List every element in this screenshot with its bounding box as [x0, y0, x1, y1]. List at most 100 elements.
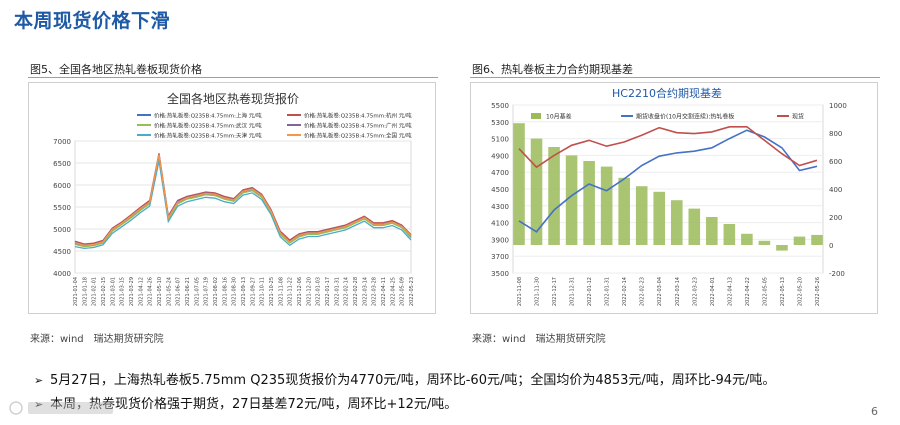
- legend-label: 现货: [792, 113, 804, 121]
- y-left-tick-label: 4500: [491, 186, 509, 194]
- basis-bar: [653, 191, 666, 245]
- bullet-arrow-icon: ➢: [34, 374, 44, 387]
- y-right-tick-label: 400: [829, 186, 842, 194]
- bullet-arrow-icon: ➢: [34, 398, 50, 411]
- x-tick-label: 2021-07-19: [204, 277, 210, 306]
- basis-bar: [565, 155, 578, 245]
- y-left-tick-label: 4100: [491, 220, 509, 228]
- x-tick-label: 2021-01-04: [73, 277, 79, 306]
- watermark-logo-icon: [9, 401, 113, 415]
- bullet-item: ➢ 本周，热卷现货价格强于期货，27日基差72元/吨，周环比+12元/吨。: [34, 393, 864, 417]
- chart-title: HC2210合约期现基差: [612, 86, 722, 100]
- x-tick-label: 2022-05-05: [762, 277, 768, 306]
- basis-bar: [618, 177, 630, 245]
- bullet-item: ➢ 5月27日，上海热轧卷板5.75mm Q235现货报价为4770元/吨，周环…: [34, 369, 864, 393]
- x-tick-label: 2021-07-05: [194, 277, 200, 306]
- x-tick-label: 2022-03-23: [692, 277, 698, 306]
- x-tick-label: 2021-09-13: [241, 277, 247, 306]
- x-tick-label: 2022-04-25: [390, 277, 396, 306]
- x-tick-label: 2021-06-21: [185, 277, 191, 306]
- basis-bar: [758, 240, 771, 245]
- series-line: [518, 129, 818, 233]
- x-tick-label: 2022-05-09: [400, 277, 406, 306]
- caption-divider-left: [28, 77, 438, 78]
- bullet-text: 5月27日，上海热轧卷板5.75mm Q235现货报价为4770元/吨，周环比-…: [50, 373, 776, 388]
- x-tick-label: 2022-04-11: [381, 277, 387, 306]
- y-right-tick-label: 200: [829, 214, 842, 222]
- x-tick-label: 2021-08-02: [213, 277, 219, 306]
- legend-label: 期货收盘价(10月交割连续):热轧卷板: [636, 113, 734, 121]
- x-tick-label: 2022-01-31: [605, 277, 611, 306]
- y-left-tick-label: 4300: [491, 203, 509, 211]
- series-line: [74, 153, 412, 245]
- x-tick-label: 2022-03-28: [372, 277, 378, 306]
- series-line: [518, 125, 818, 169]
- legend-label: 10月基差: [546, 113, 572, 121]
- y-tick-label: 4000: [53, 270, 71, 278]
- series-line: [74, 160, 412, 250]
- basis-bar: [583, 161, 595, 245]
- x-tick-label: 2021-10-11: [260, 277, 266, 306]
- x-tick-label: 2021-03-15: [120, 277, 126, 306]
- x-tick-label: 2021-01-18: [82, 277, 88, 306]
- x-tick-label: 2022-02-14: [622, 277, 628, 306]
- x-tick-label: 2022-03-14: [675, 277, 681, 306]
- basis-bar: [741, 233, 753, 245]
- bullet-text: 本周，热卷现货价格强于期货，27日基差72元/吨，周环比+12元/吨。: [50, 397, 458, 412]
- y-left-tick-label: 3700: [491, 253, 509, 261]
- x-tick-label: 2022-04-13: [727, 277, 733, 306]
- y-left-tick-label: 5100: [491, 136, 509, 144]
- legend-label: 价格:热轧板卷:Q235B:4.75mm:广州 元/吨: [304, 122, 412, 130]
- legend-swatch: [531, 113, 541, 119]
- y-left-tick-label: 4700: [491, 169, 509, 177]
- legend-label: 价格:热轧板卷:Q235B:4.75mm:全国 元/吨: [304, 132, 412, 140]
- x-tick-label: 2022-05-13: [780, 277, 786, 306]
- summary-bullets: ➢ 5月27日，上海热轧卷板5.75mm Q235现货报价为4770元/吨，周环…: [34, 369, 864, 417]
- x-tick-label: 2021-10-25: [269, 277, 275, 306]
- x-tick-label: 2022-02-14: [344, 277, 350, 306]
- x-tick-label: 2021-08-16: [222, 277, 228, 306]
- figure-6-caption: 图6、热轧卷板主力合约期现基差: [472, 63, 633, 76]
- page-number: 6: [871, 405, 878, 418]
- x-tick-label: 2022-04-01: [710, 277, 716, 306]
- x-tick-label: 2021-08-30: [232, 277, 238, 306]
- x-tick-label: 2021-11-08: [517, 277, 523, 306]
- x-tick-label: 2022-03-04: [657, 277, 663, 306]
- y-tick-label: 5000: [53, 226, 71, 234]
- y-tick-label: 7000: [53, 138, 71, 146]
- x-tick-label: 2021-12-17: [552, 277, 558, 306]
- series-line: [74, 154, 412, 246]
- y-left-tick-label: 3900: [491, 236, 509, 244]
- y-right-tick-label: 0: [829, 242, 833, 250]
- caption-divider-right: [470, 77, 880, 78]
- basis-bar: [600, 166, 613, 245]
- x-tick-label: 2022-05-23: [409, 277, 415, 306]
- legend-label: 价格:热轧板卷:Q235B:4.75mm:武汉 元/吨: [154, 122, 262, 130]
- basis-chart: HC2210合约期现基差 3500 3700 3900 4100 4300 4500 4700…: [470, 82, 878, 314]
- x-tick-label: 2021-04-12: [138, 277, 144, 306]
- x-tick-label: 2022-01-12: [587, 277, 593, 306]
- x-tick-label: 2022-02-28: [353, 277, 359, 306]
- x-tick-label: 2021-12-20: [306, 277, 312, 306]
- basis-bar: [513, 123, 525, 245]
- basis-chart-svg: HC2210合约期现基差 3500 3700 3900 4100 4300 4500 4700…: [491, 86, 847, 306]
- x-tick-label: 2021-04-26: [148, 277, 154, 306]
- x-tick-label: 2021-05-24: [166, 277, 172, 306]
- x-tick-label: 2021-12-31: [570, 277, 576, 306]
- x-tick-label: 2021-11-22: [288, 277, 294, 306]
- basis-bar: [635, 186, 648, 245]
- legend-label: 价格:热轧板卷:Q235B:4.75mm:天津 元/吨: [154, 132, 262, 140]
- y-tick-label: 6500: [53, 160, 71, 168]
- regional-price-chart: 全国各地区热卷现货报价 4000 4500 5000 5500 6000 6500 7000 2…: [28, 82, 436, 314]
- x-tick-label: 2021-05-10: [157, 277, 163, 306]
- y-right-tick-label: 600: [829, 158, 842, 166]
- y-left-tick-label: 4900: [491, 152, 509, 160]
- x-tick-label: 2022-05-20: [797, 277, 803, 306]
- x-tick-label: 2022-01-03: [316, 277, 322, 306]
- y-tick-label: 5500: [53, 204, 71, 212]
- y-right-tick-label: 1000: [829, 102, 847, 110]
- source-note-right: 来源：wind 瑞达期货研究院: [472, 334, 606, 345]
- x-tick-label: 2021-03-29: [129, 277, 135, 306]
- x-tick-label: 2021-11-30: [535, 277, 541, 306]
- legend-label: 价格:热轧板卷:Q235B:4.75mm:上海 元/吨: [154, 112, 262, 120]
